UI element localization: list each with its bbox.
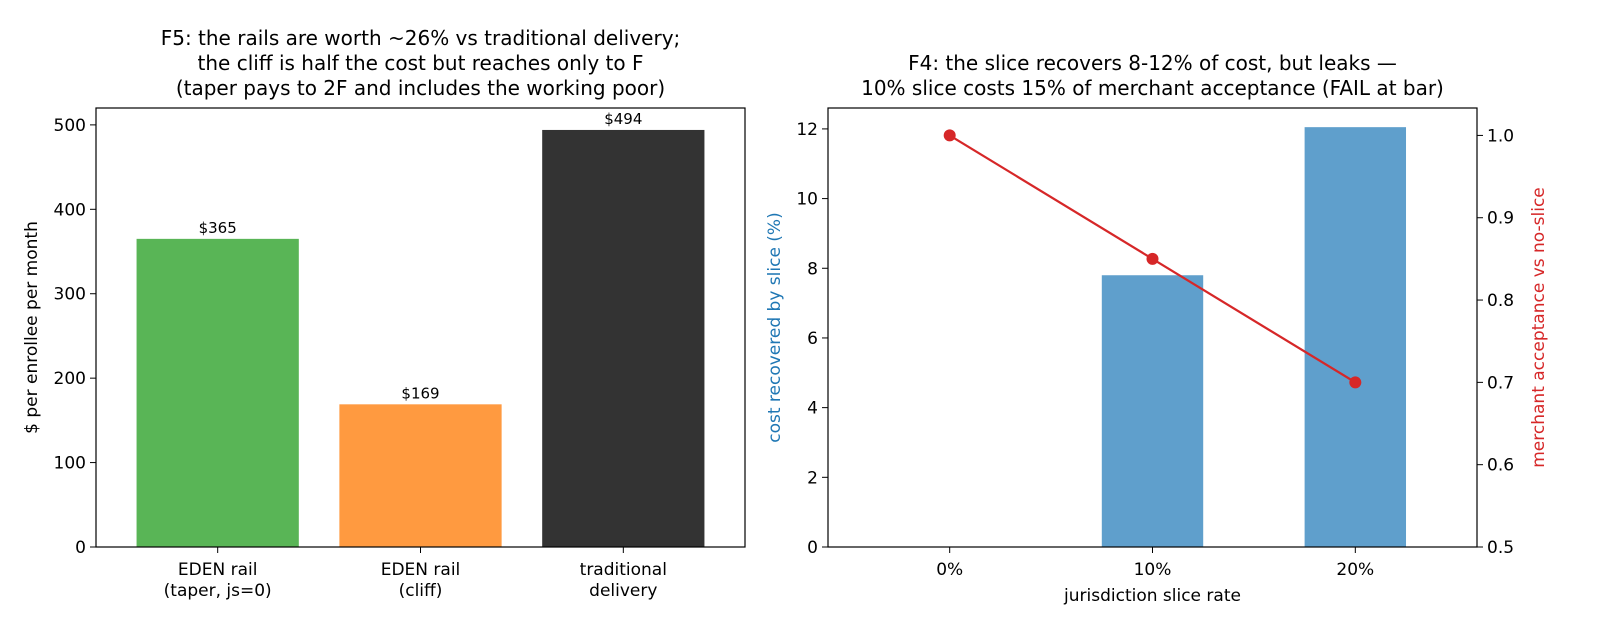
acceptance-point-0 [943,129,956,142]
left-y-tick-label-2: 4 [807,399,818,419]
left-y-tick-label-5: 10 [796,190,818,210]
acceptance-point-1 [1146,252,1159,265]
slice-bar-1 [1101,275,1204,547]
left-y-tick-label-6: 12 [796,120,818,140]
left-y-tick-label-0: 0 [807,538,818,558]
x-tick-label-0: 0% [936,560,963,580]
bar-2 [542,129,705,547]
bar-value-label-2: $494 [604,110,642,128]
y-tick-label-4: 400 [54,200,86,220]
y-tick-label-0: 0 [75,538,86,558]
x-tick-label-2: 20% [1336,560,1374,580]
right-y-tick-label-4: 0.9 [1487,209,1514,229]
x-tick-label-0: EDEN rail (taper, js=0) [164,560,272,601]
y-tick-label-1: 100 [54,454,86,474]
right-left-y-axis-label: cost recovered by slice (%) [765,212,785,442]
left-chart-title: F5: the rails are worth ~26% vs traditio… [161,26,681,100]
x-tick-label-1: EDEN rail (cliff) [381,560,461,601]
bar-value-label-1: $169 [401,384,439,402]
right-y-tick-label-3: 0.8 [1487,291,1514,311]
x-tick-label-1: 10% [1134,560,1172,580]
left-y-tick-label-4: 8 [807,259,818,279]
acceptance-point-2 [1349,376,1362,389]
right-y-tick-label-1: 0.6 [1487,456,1514,476]
right-y-tick-label-0: 0.5 [1487,538,1514,558]
right-x-axis-label: jurisdiction slice rate [1063,586,1241,606]
slice-combo-chart: F4: the slice recovers 8-12% of cost, bu… [765,51,1549,606]
right-y-tick-label-5: 1.0 [1487,126,1514,146]
right-y-tick-label-2: 0.7 [1487,373,1514,393]
x-tick-label-2: traditional delivery [580,560,667,601]
y-tick-label-2: 200 [54,369,86,389]
y-tick-label-5: 500 [54,116,86,136]
slice-bar-2 [1304,127,1407,548]
left-plot-frame [95,107,746,548]
bar-1 [339,404,502,547]
right-chart-title: F4: the slice recovers 8-12% of cost, bu… [861,51,1444,100]
y-tick-label-3: 300 [54,285,86,305]
left-y-axis-label: $ per enrollee per month [22,221,42,434]
left-y-tick-label-1: 2 [807,468,818,488]
right-right-y-axis-label: merchant acceptance vs no-slice [1529,187,1549,468]
right-plot-frame [827,107,1478,548]
cost-bar-chart: F5: the rails are worth ~26% vs traditio… [22,26,746,601]
left-y-tick-label-3: 6 [807,329,818,349]
bar-value-label-0: $365 [199,219,237,237]
bar-0 [136,238,299,547]
